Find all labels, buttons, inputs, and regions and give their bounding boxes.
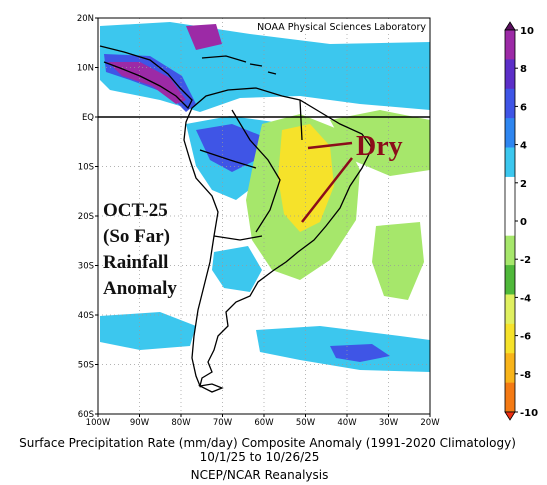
colorbar-ticks: 10 8 6 4 2 0 -2 -4 -6 -8 -10 xyxy=(515,26,538,419)
lon-tick-label: 80W xyxy=(171,418,191,428)
anomaly-fields xyxy=(100,22,430,372)
caption-line-3: NCEP/NCAR Reanalysis xyxy=(190,468,329,482)
wet-south-core xyxy=(330,344,390,362)
wet-south-pacific xyxy=(100,312,196,350)
colorbar-swatch xyxy=(505,118,515,148)
lat-tick-label: 60S xyxy=(78,410,94,420)
headline-annotation: OCT-25 (So Far) Rainfall Anomaly xyxy=(103,200,177,299)
colorbar-tick-label: 8 xyxy=(520,64,527,75)
colorbar-tick-label: -4 xyxy=(520,293,531,304)
headline-line-2: (So Far) xyxy=(103,226,170,247)
colorbar-tick-label: 4 xyxy=(520,141,527,152)
colorbar-tick-label: -2 xyxy=(520,255,531,266)
colorbar-swatches xyxy=(504,21,516,421)
map-panel: 20N 10N EQ 10S 20S 30S 40S 50S 60S 100W 90W 80W 70W… xyxy=(77,14,440,428)
lon-tick-label: 100W xyxy=(86,418,111,428)
lat-tick-label: 50S xyxy=(78,361,94,371)
colorbar: 10 8 6 4 2 0 -2 -4 -6 -8 -10 xyxy=(504,21,538,421)
colorbar-swatch xyxy=(505,323,515,354)
graticule xyxy=(98,18,430,414)
coastlines xyxy=(99,45,373,393)
dry-east-atlantic xyxy=(330,110,430,176)
colorbar-tick-label: 0 xyxy=(520,217,527,228)
lat-axis-labels: 20N 10N EQ 10S 20S 30S 40S 50S 60S xyxy=(77,14,98,420)
lat-tick-label: 10N xyxy=(77,64,94,74)
lat-tick-label: 30S xyxy=(78,262,94,272)
colorbar-tick-label: 6 xyxy=(520,102,527,113)
colorbar-swatch xyxy=(505,294,515,325)
colorbar-swatch xyxy=(505,59,515,90)
colorbar-swatch xyxy=(505,235,515,266)
colorbar-swatch xyxy=(505,382,515,413)
lon-tick-label: 70W xyxy=(213,418,233,428)
colorbar-swatch xyxy=(505,88,515,119)
colorbar-swatch xyxy=(505,265,515,295)
colorbar-tick-label: -10 xyxy=(520,408,538,419)
colorbar-swatch xyxy=(505,353,515,383)
lon-tick-label: 90W xyxy=(130,418,150,428)
lat-tick-label: 40S xyxy=(78,311,94,321)
colorbar-swatch xyxy=(505,206,515,236)
colorbar-tick-label: 2 xyxy=(520,179,527,190)
dry-annotation: Dry xyxy=(301,131,403,223)
dry-arrow-1 xyxy=(307,141,353,150)
lon-tick-label: 30W xyxy=(379,418,399,428)
dry-label: Dry xyxy=(356,131,403,162)
colorbar-tick-label: -6 xyxy=(520,332,531,343)
caption-line-1: Surface Precipitation Rate (mm/day) Comp… xyxy=(19,436,516,450)
colorbar-top-arrow xyxy=(504,21,516,31)
wet-peak-north xyxy=(108,62,186,104)
central-america-outline xyxy=(99,45,193,110)
lon-tick-label: 60W xyxy=(254,418,274,428)
colorbar-tick-label: 10 xyxy=(520,26,534,37)
wet-core-amazon xyxy=(196,124,262,172)
wet-central-argentina xyxy=(212,246,262,292)
tierra-del-fuego xyxy=(197,383,224,393)
colorbar-swatch xyxy=(505,30,515,60)
wet-peak-top xyxy=(186,24,222,50)
caption-line-2: 10/1/25 to 10/26/25 xyxy=(199,450,320,464)
colorbar-swatch xyxy=(505,147,515,178)
lon-axis-labels: 100W 90W 80W 70W 60W 50W 40W 30W 20W xyxy=(86,414,440,428)
colorbar-swatch xyxy=(505,176,515,207)
headline-line-3: Rainfall xyxy=(103,252,168,273)
caribbean-islands xyxy=(201,55,277,75)
lat-tick-label: 20S xyxy=(78,212,94,222)
dry-yellow-south xyxy=(372,222,424,300)
dry-arrow-2 xyxy=(301,157,353,223)
lon-tick-label: 20W xyxy=(420,418,440,428)
headline-line-4: Anomaly xyxy=(103,278,177,299)
country-borders xyxy=(199,99,303,241)
attribution-box xyxy=(246,20,428,32)
dry-yellow-brazil xyxy=(278,124,334,232)
lat-tick-label: EQ xyxy=(82,113,94,123)
attribution-text: NOAA Physical Sciences Laboratory xyxy=(257,22,426,33)
lat-tick-label: 10S xyxy=(78,163,94,173)
headline-line-1: OCT-25 xyxy=(103,200,168,221)
colorbar-tick-label: -8 xyxy=(520,370,531,381)
lat-tick-label: 20N xyxy=(77,14,94,24)
colorbar-bottom-arrow xyxy=(504,411,516,421)
lon-tick-label: 40W xyxy=(337,418,357,428)
lon-tick-label: 50W xyxy=(296,418,316,428)
